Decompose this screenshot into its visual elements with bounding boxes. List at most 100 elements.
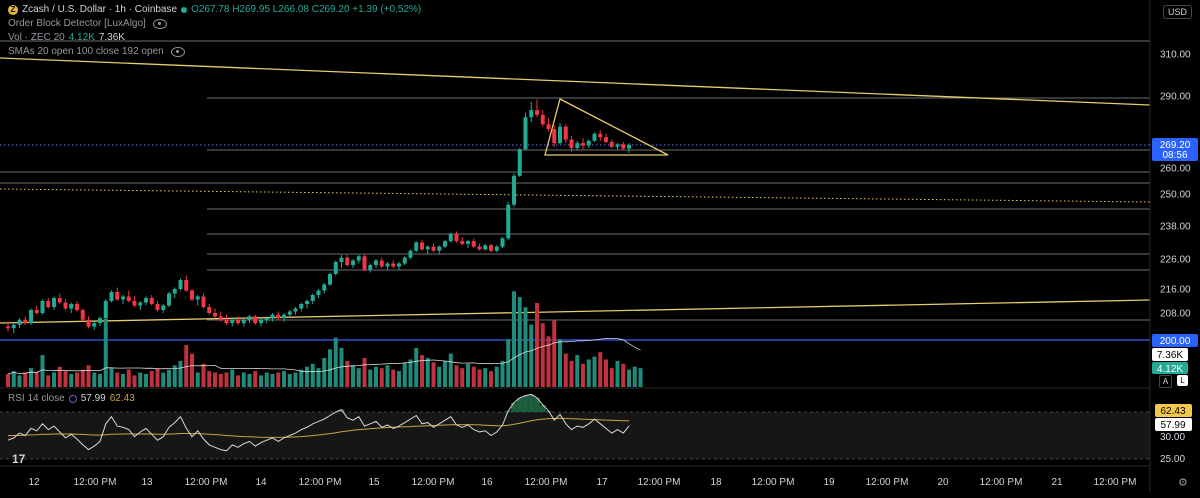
volume-bar (402, 362, 407, 387)
volume-bar (305, 366, 309, 387)
candle-body (558, 126, 562, 144)
candle-body (604, 137, 608, 142)
candle-body (161, 305, 166, 310)
volume-bar (333, 337, 338, 387)
candle-body (512, 175, 516, 205)
volume-bar (356, 368, 361, 387)
candle-body (172, 289, 177, 294)
candle-body (11, 324, 16, 329)
volume-bar (132, 375, 137, 387)
volume-bar (535, 302, 539, 387)
volume-bars (6, 291, 643, 387)
volume-bar (293, 372, 298, 387)
volume-bar (408, 359, 413, 387)
volume-bar (385, 365, 390, 387)
volume-bar (523, 307, 528, 387)
rsi-overbought-fill (534, 397, 540, 412)
symbol-legend[interactable]: Z Zcash / U.S. Dollar · 1h · Coinbase O2… (8, 4, 421, 15)
candle-body (494, 246, 499, 251)
candle-body (17, 319, 22, 325)
candle-body (546, 124, 551, 129)
order-block-legend[interactable]: Order Block Detector [LuxAlgo] (8, 18, 167, 29)
volume-bar (604, 359, 608, 387)
price-label: 269.20 08:56 (1152, 138, 1198, 161)
volume-legend[interactable]: Vol · ZEC 20 4.12K 7.36K (8, 32, 125, 43)
currency-button[interactable]: USD (1162, 5, 1192, 19)
svg-text:7.36K: 7.36K (1157, 350, 1183, 361)
time-axis[interactable]: 12 12:00 PM 13 12:00 PM 14 12:00 PM 15 12:00 PM… (28, 477, 1136, 488)
candle-body (333, 262, 338, 274)
candle-body (121, 296, 125, 300)
ohlc-values: O267.78 H269.95 L266.08 C269.20 +1.39 (+… (191, 4, 422, 15)
candle-body (52, 298, 56, 307)
candle-body (126, 296, 131, 301)
sma-legend[interactable]: SMAs 20 open 100 close 192 open (8, 46, 185, 57)
time-tick: 12:00 PM (1094, 477, 1137, 488)
countdown-label: 08:56 (1162, 150, 1187, 161)
volume-bar (29, 368, 33, 387)
volume-bar (264, 372, 269, 387)
time-tick: 12:00 PM (980, 477, 1023, 488)
volume-ma-line (7, 338, 641, 375)
price-tick: 260.00 (1160, 164, 1191, 175)
volume-bar (247, 373, 252, 387)
candle-body (414, 242, 419, 251)
candle-body (282, 314, 286, 319)
time-tick: 12:00 PM (525, 477, 568, 488)
candle-body (69, 304, 74, 309)
volume-bar (282, 371, 286, 387)
volume-bar (420, 355, 424, 387)
candle-body (322, 284, 327, 291)
candle-body (57, 298, 62, 303)
candle-body (63, 302, 68, 309)
gear-icon[interactable]: ⚙ (1178, 477, 1188, 489)
candle-body (374, 260, 378, 265)
auto-scale-button[interactable]: A (1159, 375, 1172, 388)
level-lines (0, 40, 1150, 321)
svg-text:57.99: 57.99 (1160, 420, 1185, 431)
candle-body (155, 304, 160, 310)
volume-bar (201, 363, 206, 387)
candle-body (460, 241, 465, 244)
volume-bar (322, 358, 327, 387)
candle-body (149, 298, 154, 304)
eye-icon[interactable] (170, 46, 185, 57)
volume-bar (46, 375, 51, 387)
volume-bar (345, 360, 350, 387)
log-scale-button[interactable]: L (1177, 375, 1188, 386)
volume-bar (236, 375, 240, 387)
volume-bar (391, 369, 396, 387)
rsi-legend[interactable]: RSI 14 close 57.99 62.43 (8, 393, 135, 404)
candle-body (241, 319, 246, 324)
candle-body (178, 280, 183, 289)
price-axis[interactable]: 310.00 290.00 260.00 250.00 238.00 226.00 216.… (1160, 50, 1191, 320)
volume-bar (138, 372, 143, 387)
volume-bar (563, 353, 568, 387)
candle-body (448, 234, 453, 242)
candle-body (80, 310, 85, 320)
volume-bar (253, 371, 258, 387)
svg-text:62.43: 62.43 (1160, 406, 1185, 417)
volume-bar (379, 368, 384, 387)
trendlines (0, 57, 1151, 324)
volume-bar (40, 355, 45, 387)
volume-bar (259, 375, 263, 387)
time-tick: 14 (255, 477, 267, 488)
candle-body (581, 143, 585, 146)
eye-icon[interactable] (152, 18, 167, 29)
volume-bar (397, 371, 401, 387)
candle-body (103, 301, 108, 319)
time-tick: 16 (481, 477, 493, 488)
candle-body (115, 292, 120, 300)
candle-body (6, 326, 10, 329)
time-tick: 12:00 PM (185, 477, 228, 488)
candle-body (489, 245, 493, 251)
candle-body (167, 293, 171, 306)
volume-bar (69, 373, 74, 387)
candle-body (299, 304, 304, 309)
time-tick: 12:00 PM (299, 477, 342, 488)
candle-body (339, 257, 344, 262)
volume-bar (454, 365, 459, 387)
volume-bar (270, 373, 275, 387)
